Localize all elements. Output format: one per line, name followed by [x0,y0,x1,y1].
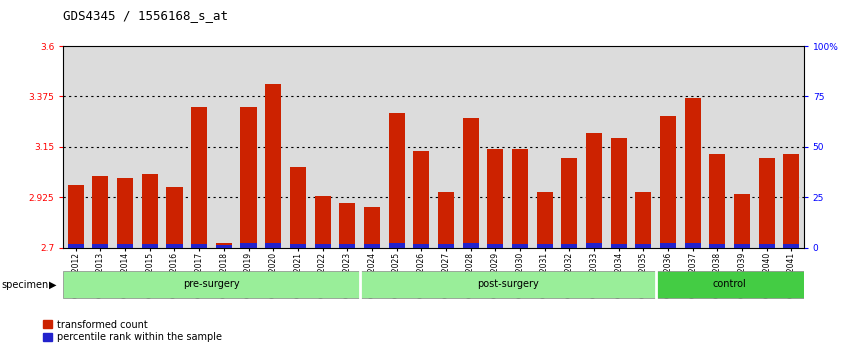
Bar [512,244,528,248]
Text: pre-surgery: pre-surgery [184,279,239,289]
Bar [759,158,775,248]
Text: GDS4345 / 1556168_s_at: GDS4345 / 1556168_s_at [63,9,228,22]
Bar [117,244,133,248]
Bar [611,138,627,248]
Bar [240,107,256,248]
Bar [92,244,108,248]
Bar [364,244,380,248]
Bar [635,244,651,248]
FancyBboxPatch shape [63,270,360,298]
Bar [783,154,799,248]
Bar [734,244,750,248]
Bar [709,244,725,248]
Bar [487,244,503,248]
Bar [167,244,183,248]
Bar [240,243,256,248]
Bar [339,203,355,248]
Bar [487,149,503,248]
FancyBboxPatch shape [656,270,804,298]
Bar [463,118,479,248]
Bar [290,244,306,248]
FancyBboxPatch shape [360,270,656,298]
Bar [463,243,479,248]
Text: post-surgery: post-surgery [477,279,538,289]
Bar [684,98,700,248]
Text: ▶: ▶ [49,280,57,290]
Bar [315,196,331,248]
Bar [660,243,676,248]
Bar [388,113,404,248]
Bar [684,243,700,248]
Bar [117,178,133,248]
Bar [68,244,84,248]
Bar [364,207,380,248]
Bar [413,244,429,248]
Text: control: control [713,279,746,289]
Bar [586,243,602,248]
Bar [339,244,355,248]
Bar [191,244,207,248]
Bar [92,176,108,248]
Bar [142,244,158,248]
Bar [438,192,454,248]
Bar [216,243,232,248]
Bar [759,244,775,248]
Bar [265,84,281,248]
Bar [216,245,232,248]
Bar [265,243,281,248]
Bar [660,115,676,248]
Bar [635,192,651,248]
Bar [783,244,799,248]
Bar [536,192,552,248]
Bar [561,244,577,248]
Bar [315,244,331,248]
Bar [561,158,577,248]
Bar [438,244,454,248]
Bar [413,152,429,248]
Bar [68,185,84,248]
Bar [388,243,404,248]
Bar [734,194,750,248]
Bar [586,133,602,248]
Bar [611,244,627,248]
Bar [290,167,306,248]
Bar [142,174,158,248]
Bar [512,149,528,248]
Legend: transformed count, percentile rank within the sample: transformed count, percentile rank withi… [39,316,226,346]
Bar [191,107,207,248]
Bar [536,244,552,248]
Bar [709,154,725,248]
Text: specimen: specimen [2,280,49,290]
Bar [167,187,183,248]
